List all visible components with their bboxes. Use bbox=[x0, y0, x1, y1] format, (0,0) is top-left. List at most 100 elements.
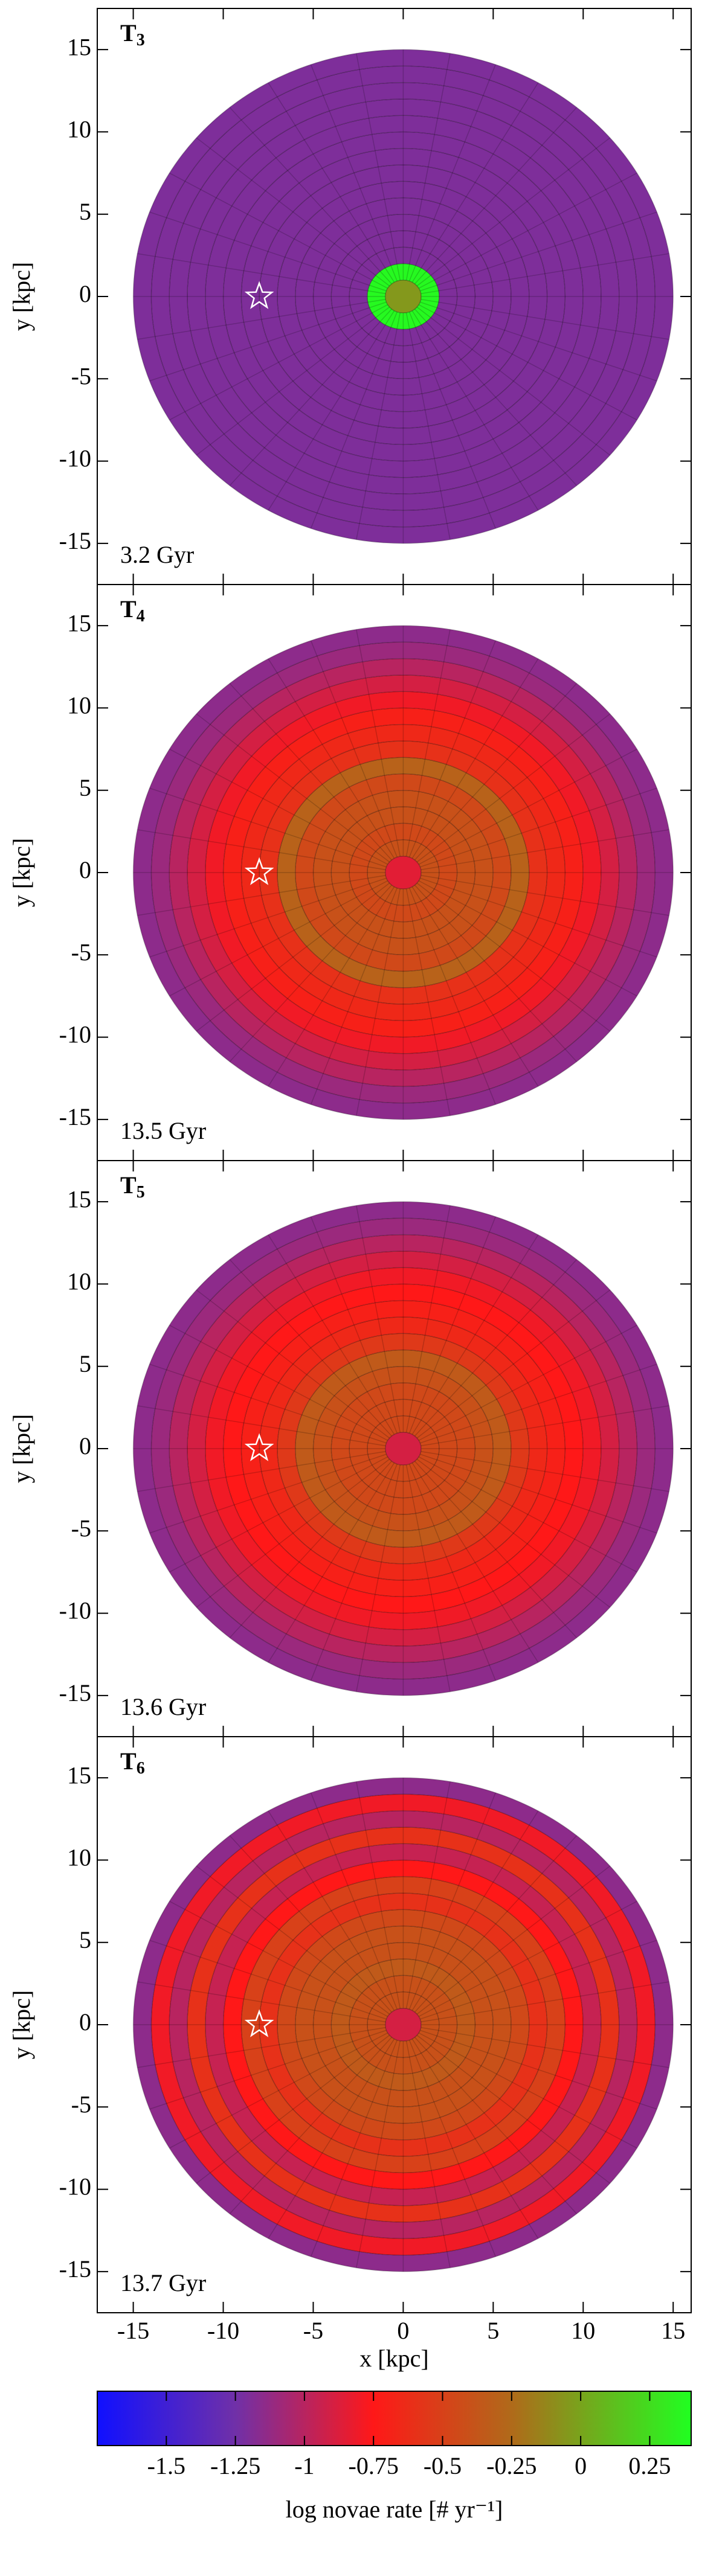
sector-line bbox=[418, 748, 637, 865]
sector-line bbox=[414, 885, 578, 1062]
x-tick-label: 0 bbox=[397, 2317, 409, 2344]
sector-line bbox=[408, 1216, 496, 1434]
sector-line bbox=[310, 2040, 398, 2257]
sector-line bbox=[229, 107, 392, 284]
panel-title-letter: T bbox=[120, 1171, 137, 1199]
sector-line bbox=[149, 787, 387, 868]
y-tick-label: 15 bbox=[67, 33, 91, 60]
panel-title: T3 bbox=[120, 19, 145, 50]
y-tick-label: -5 bbox=[71, 938, 91, 966]
sector-line bbox=[356, 53, 401, 281]
sector-line bbox=[268, 1463, 395, 1663]
ring-cell bbox=[312, 1366, 494, 1531]
ring-cell bbox=[312, 1942, 494, 2107]
ring-cell bbox=[169, 1810, 638, 2240]
sector-line bbox=[229, 2037, 392, 2214]
sector-line bbox=[416, 882, 611, 1032]
y-axis-label: y [kpc] bbox=[8, 1990, 35, 2059]
sector-line bbox=[414, 683, 578, 860]
y-tick-label: -10 bbox=[59, 2173, 91, 2200]
panel-title-letter: T bbox=[120, 595, 137, 623]
sector-line bbox=[416, 137, 611, 287]
y-tick-label: -5 bbox=[71, 1514, 91, 1542]
sector-line bbox=[408, 64, 496, 281]
sector-line bbox=[420, 829, 669, 871]
sector-line bbox=[411, 310, 539, 511]
y-tick-label: -15 bbox=[59, 527, 91, 554]
colorbar-tick-label: -0.25 bbox=[486, 2452, 536, 2479]
ring-cell bbox=[367, 1991, 440, 2059]
sector-line bbox=[196, 882, 390, 1032]
ring-cell bbox=[169, 658, 638, 1088]
sector-line bbox=[405, 888, 451, 1116]
sun-star bbox=[244, 857, 274, 885]
sector-line bbox=[229, 885, 392, 1062]
sector-line bbox=[196, 2034, 390, 2184]
sector-line bbox=[137, 1405, 386, 1447]
colorbar-tick-label: -1 bbox=[294, 2452, 314, 2479]
y-tick-label: 0 bbox=[79, 856, 91, 883]
sector-line bbox=[418, 304, 637, 421]
y-tick-label: 5 bbox=[79, 1926, 91, 1953]
ring-cell bbox=[294, 773, 512, 972]
sector-line bbox=[310, 888, 398, 1105]
sector-line bbox=[411, 2039, 539, 2239]
sector-line bbox=[420, 2027, 669, 2068]
sector-line bbox=[169, 2032, 388, 2149]
sector-line bbox=[411, 1463, 539, 1663]
panel-title-subscript: 6 bbox=[137, 1759, 145, 1778]
x-tick-label: 5 bbox=[487, 2317, 499, 2344]
x-tick-label: -10 bbox=[207, 2317, 239, 2344]
sector-line bbox=[420, 1940, 657, 2020]
sector-line bbox=[196, 137, 390, 287]
y-axis-label: y [kpc] bbox=[8, 838, 35, 907]
y-tick-label: 10 bbox=[67, 1844, 91, 1871]
panel-title-subscript: 5 bbox=[137, 1183, 145, 1202]
sector-line bbox=[420, 301, 657, 382]
sector-line bbox=[149, 877, 387, 958]
sector-line bbox=[169, 1900, 388, 2017]
sector-line bbox=[137, 874, 386, 916]
colorbar bbox=[97, 2391, 692, 2446]
sector-line bbox=[411, 1810, 539, 2011]
sector-line bbox=[411, 658, 539, 859]
sector-line bbox=[416, 2034, 611, 2184]
x-tick-label: -5 bbox=[303, 2317, 323, 2344]
sector-line bbox=[420, 1450, 669, 1492]
sector-line bbox=[268, 2039, 395, 2239]
panel-title-subscript: 3 bbox=[137, 31, 145, 50]
sector-line bbox=[229, 1259, 392, 1437]
sector-line bbox=[416, 1289, 611, 1439]
sector-line bbox=[149, 1453, 387, 1534]
sector-line bbox=[356, 1781, 401, 2009]
sector-line bbox=[137, 298, 386, 340]
y-tick-label: 5 bbox=[79, 1350, 91, 1377]
sector-line bbox=[411, 82, 539, 283]
sector-line bbox=[420, 298, 669, 340]
sector-line bbox=[149, 1363, 387, 1444]
sector-line bbox=[137, 1981, 386, 2023]
sector-line bbox=[196, 1865, 390, 2015]
sector-line bbox=[229, 1835, 392, 2013]
sector-line bbox=[405, 1205, 451, 1433]
panel-title: T5 bbox=[120, 1171, 145, 1202]
sector-line bbox=[418, 172, 637, 289]
ring-cell bbox=[169, 1234, 638, 1664]
sun-star bbox=[244, 2009, 274, 2037]
ring-cell bbox=[294, 1925, 512, 2124]
sector-line bbox=[416, 306, 611, 456]
sector-line bbox=[196, 713, 390, 863]
sector-line bbox=[356, 312, 401, 540]
colorbar-tick-label: 0 bbox=[575, 2452, 587, 2479]
sector-line bbox=[169, 748, 388, 865]
ring-cell bbox=[312, 214, 494, 379]
sector-line bbox=[149, 1940, 387, 2020]
sector-line bbox=[418, 1900, 637, 2017]
sector-line bbox=[229, 309, 392, 486]
colorbar-tick-label: -1.5 bbox=[147, 2452, 185, 2479]
sector-line bbox=[196, 1458, 390, 1608]
sector-line bbox=[411, 1234, 539, 1435]
y-axis-label: y [kpc] bbox=[8, 262, 35, 331]
panel-annotation: 13.6 Gyr bbox=[120, 1693, 206, 1720]
